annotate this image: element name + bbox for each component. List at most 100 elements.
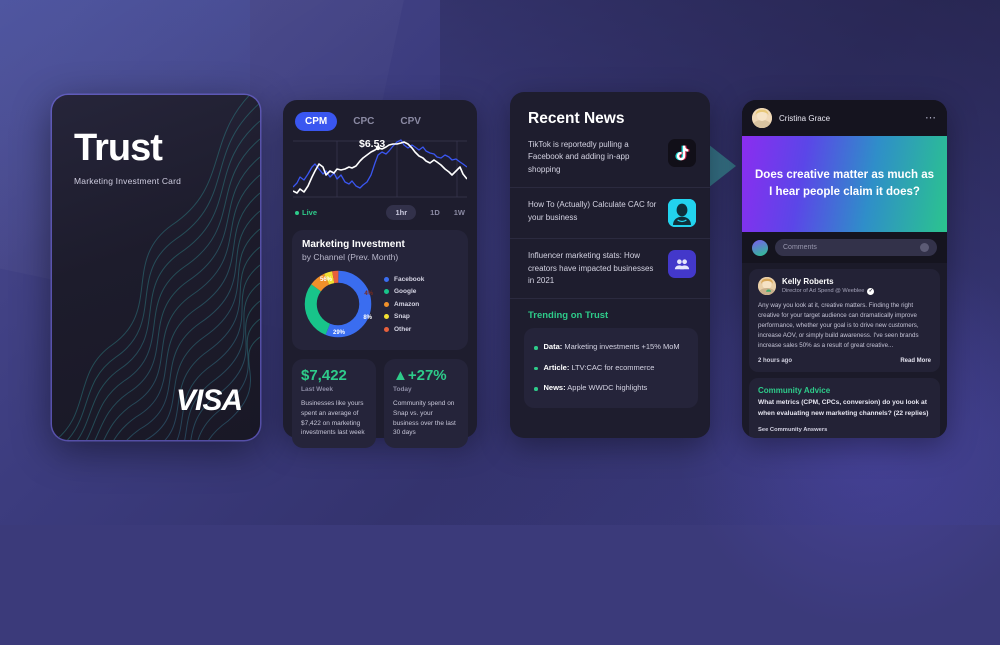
verified-badge-icon: ✓ — [867, 287, 875, 295]
more-options-icon[interactable]: ⋯ — [925, 111, 937, 124]
people-glyph — [674, 259, 690, 270]
news-item[interactable]: How To (Actually) Calculate CAC for your… — [510, 188, 710, 240]
community-advice-card: Community Advice What metrics (CPM, CPCs… — [749, 378, 940, 438]
donut-label-facebook: 56% — [320, 277, 333, 283]
social-feed-panel: Cristina Grace ⋯ Does creative matter as… — [742, 100, 947, 438]
range-1d[interactable]: 1D — [430, 208, 440, 217]
comment-body: Any way you look at it, creative matters… — [758, 302, 919, 350]
trending-title: Trending on Trust — [528, 310, 609, 322]
post-author-name: Cristina Grace — [779, 113, 831, 123]
metrics-panel: CPM CPC CPV $6.53 Live 1hr 1D 1W — [283, 100, 477, 448]
legend-label-amazon: Amazon — [394, 300, 420, 308]
comment-card: Kelly Roberts Director of Ad Spend @ Wee… — [749, 269, 940, 373]
live-label: Live — [302, 208, 318, 217]
donut-label-google: 29% — [333, 330, 346, 336]
community-advice-question: What metrics (CPM, CPCs, conversion) do … — [758, 399, 929, 417]
legend-label-snap: Snap — [394, 313, 410, 320]
live-indicator: Live — [295, 208, 317, 217]
read-more-link[interactable]: Read More — [900, 358, 931, 365]
range-1hr[interactable]: 1hr — [386, 205, 417, 220]
line-chart-svg — [293, 139, 467, 198]
news-item-headline: How To (Actually) Calculate CAC for your… — [528, 200, 657, 222]
card-branding: Trust Marketing Investment Card — [74, 129, 181, 186]
post-hero-text: Does creative matter as much as I hear p… — [755, 168, 934, 198]
portrait-icon — [668, 199, 696, 228]
comment-header: Kelly Roberts Director of Ad Spend @ Wee… — [758, 277, 931, 295]
bullet-icon — [534, 387, 538, 391]
people-icon — [668, 250, 696, 279]
legend-item-facebook: Facebook — [384, 276, 424, 283]
chart-price-annotation: $6.53 — [359, 138, 386, 150]
trending-kind: Article: — [543, 362, 570, 372]
comment-author-avatar[interactable] — [758, 277, 776, 295]
post-hero-banner[interactable]: Does creative matter as much as I hear p… — [742, 136, 947, 232]
card-wave-pattern — [54, 95, 260, 440]
trending-text: Apple WWDC highlights — [567, 383, 648, 393]
comment-footer: 2 hours ago Read More — [758, 358, 931, 364]
legend-swatch-snap — [384, 314, 389, 319]
marketing-investment-card: Marketing Investment by Channel (Prev. M… — [292, 230, 468, 350]
avatar[interactable] — [752, 108, 772, 128]
chart-footer: Live 1hr 1D 1W — [283, 201, 477, 220]
trending-item[interactable]: News: Apple WWDC highlights — [534, 378, 688, 399]
community-advice-title: Community Advice — [758, 386, 831, 396]
send-icon[interactable] — [920, 243, 929, 252]
see-community-answers-link[interactable]: See Community Answers — [758, 426, 828, 433]
legend-swatch-google — [384, 289, 389, 294]
comment-placeholder: Comments — [783, 244, 817, 251]
slice-facebook — [304, 270, 372, 338]
trending-item[interactable]: Article: LTV:CAC for ecommerce — [534, 358, 688, 379]
legend-item-other: Other — [384, 326, 424, 333]
news-item-headline: Influencer marketing stats: How creators… — [528, 251, 654, 285]
chart-data-point — [375, 145, 381, 151]
trending-text: LTV:CAC for ecommerce — [571, 362, 655, 372]
legend-item-snap: Snap — [384, 313, 424, 320]
legend-swatch-facebook — [384, 276, 389, 282]
legend-item-google: Google — [384, 288, 424, 295]
donut-label-snap: 4% — [364, 291, 373, 297]
news-item[interactable]: Influencer marketing stats: How creators… — [510, 239, 710, 300]
comment-avatar[interactable] — [752, 239, 768, 256]
donut-chart-row: 56% 29% 8% 4% Facebook Google Amazon — [302, 268, 458, 340]
comment-input[interactable]: Comments — [775, 239, 937, 256]
portrait-glyph — [668, 199, 696, 228]
trending-kind: News: — [543, 383, 566, 393]
investment-subtitle: by Channel (Prev. Month) — [302, 252, 399, 262]
stat-card-last-week[interactable]: $7,422 Last Week Businesses like yours s… — [292, 359, 376, 448]
card-logo-text: Trust — [74, 127, 163, 169]
range-1w[interactable]: 1W — [453, 208, 465, 217]
tab-cpv[interactable]: CPV — [400, 116, 421, 127]
bullet-icon — [534, 366, 538, 371]
legend-item-amazon: Amazon — [384, 301, 424, 308]
post-header: Cristina Grace ⋯ — [742, 100, 947, 136]
trust-credit-card[interactable]: Trust Marketing Investment Card VISA — [52, 95, 260, 440]
legend-swatch-other — [384, 326, 389, 332]
comment-avatar-image — [758, 277, 776, 295]
slice-google — [304, 270, 372, 338]
legend-label-other: Other — [394, 325, 412, 333]
stat-cards: $7,422 Last Week Businesses like yours s… — [292, 359, 468, 448]
tab-cpm[interactable]: CPM — [295, 112, 338, 131]
news-panel-title: Recent News — [528, 110, 625, 127]
comment-bar: Comments — [742, 232, 947, 263]
bullet-icon — [534, 346, 538, 350]
trending-list: Data: Marketing investments +15% MoM Art… — [524, 328, 698, 408]
trending-text: Marketing investments +15% MoM — [564, 342, 680, 352]
stat-desc-last-week: Businesses like yours spent an average o… — [301, 400, 365, 437]
tiktok-glyph — [674, 145, 689, 160]
comment-author-role: Director of Ad Spend @ Weeblee — [782, 288, 865, 295]
stat-card-today[interactable]: ▲+27% Today Community spend on Snap vs. … — [384, 359, 468, 448]
news-item[interactable]: TikTok is reportedly pulling a Facebook … — [510, 128, 710, 189]
donut-label-amazon: 8% — [363, 315, 372, 321]
stat-label-today: Today — [393, 386, 412, 393]
tab-cpc[interactable]: CPC — [353, 116, 375, 127]
trending-item[interactable]: Data: Marketing investments +15% MoM — [534, 337, 688, 358]
donut-svg — [304, 270, 372, 338]
legend-label-facebook: Facebook — [394, 275, 425, 283]
comment-timestamp: 2 hours ago — [758, 358, 793, 365]
stat-value-today: ▲+27% — [393, 367, 447, 384]
donut-chart[interactable]: 56% 29% 8% 4% — [302, 268, 374, 340]
cpm-line-chart[interactable]: $6.53 — [293, 138, 467, 201]
comment-author-role-row: Director of Ad Spend @ Weeblee ✓ — [782, 287, 875, 295]
legend-swatch-amazon — [384, 301, 389, 307]
